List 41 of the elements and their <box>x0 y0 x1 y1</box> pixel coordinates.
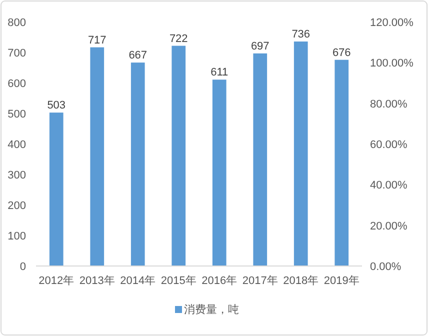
y-tick-label: 500 <box>8 108 26 120</box>
y-tick-label: 300 <box>8 170 26 182</box>
x-tick-label: 2016年 <box>202 275 238 287</box>
y-tick-label: 400 <box>8 139 26 151</box>
y-tick-label: 600 <box>8 78 26 90</box>
data-label: 676 <box>332 46 351 59</box>
y-tick-label: 800 <box>8 17 26 29</box>
y2-tick-label: 40.00% <box>370 180 408 192</box>
x-tick-label: 2015年 <box>160 275 196 287</box>
y2-tick-label: 120.00% <box>370 17 414 29</box>
x-tick-label: 2014年 <box>120 275 156 287</box>
legend-label: 消费量，吨 <box>184 303 239 316</box>
bar <box>294 42 308 266</box>
bar <box>130 62 145 266</box>
x-tick-label: 2017年 <box>242 275 278 287</box>
bar <box>49 112 64 266</box>
y2-tick-label: 20.00% <box>370 220 408 232</box>
y-tick-label: 0 <box>20 261 26 273</box>
data-label: 722 <box>169 32 188 45</box>
y2-tick-label: 100.00% <box>370 58 414 70</box>
y2-tick-label: 60.00% <box>370 139 408 151</box>
bar <box>172 46 186 266</box>
bar <box>90 47 104 266</box>
data-label: 611 <box>210 66 228 79</box>
x-tick-label: 2018年 <box>283 275 319 287</box>
y2-tick-label: 0.00% <box>370 261 402 273</box>
data-label: 717 <box>88 34 106 46</box>
y2-tick-label: 80.00% <box>370 98 408 110</box>
x-tick-label: 2013年 <box>79 275 115 287</box>
y-tick-label: 200 <box>8 200 26 212</box>
y-tick-label: 700 <box>8 48 26 60</box>
x-tick-label: 2019年 <box>324 275 360 287</box>
data-label: 503 <box>47 100 66 112</box>
bar <box>253 53 268 266</box>
bar <box>334 60 349 266</box>
x-tick-label: 2012年 <box>38 275 74 287</box>
data-label: 697 <box>250 40 270 52</box>
bar <box>212 80 226 266</box>
data-label: 667 <box>128 50 148 62</box>
data-label: 736 <box>292 28 310 41</box>
y-tick-label: 100 <box>8 230 26 242</box>
